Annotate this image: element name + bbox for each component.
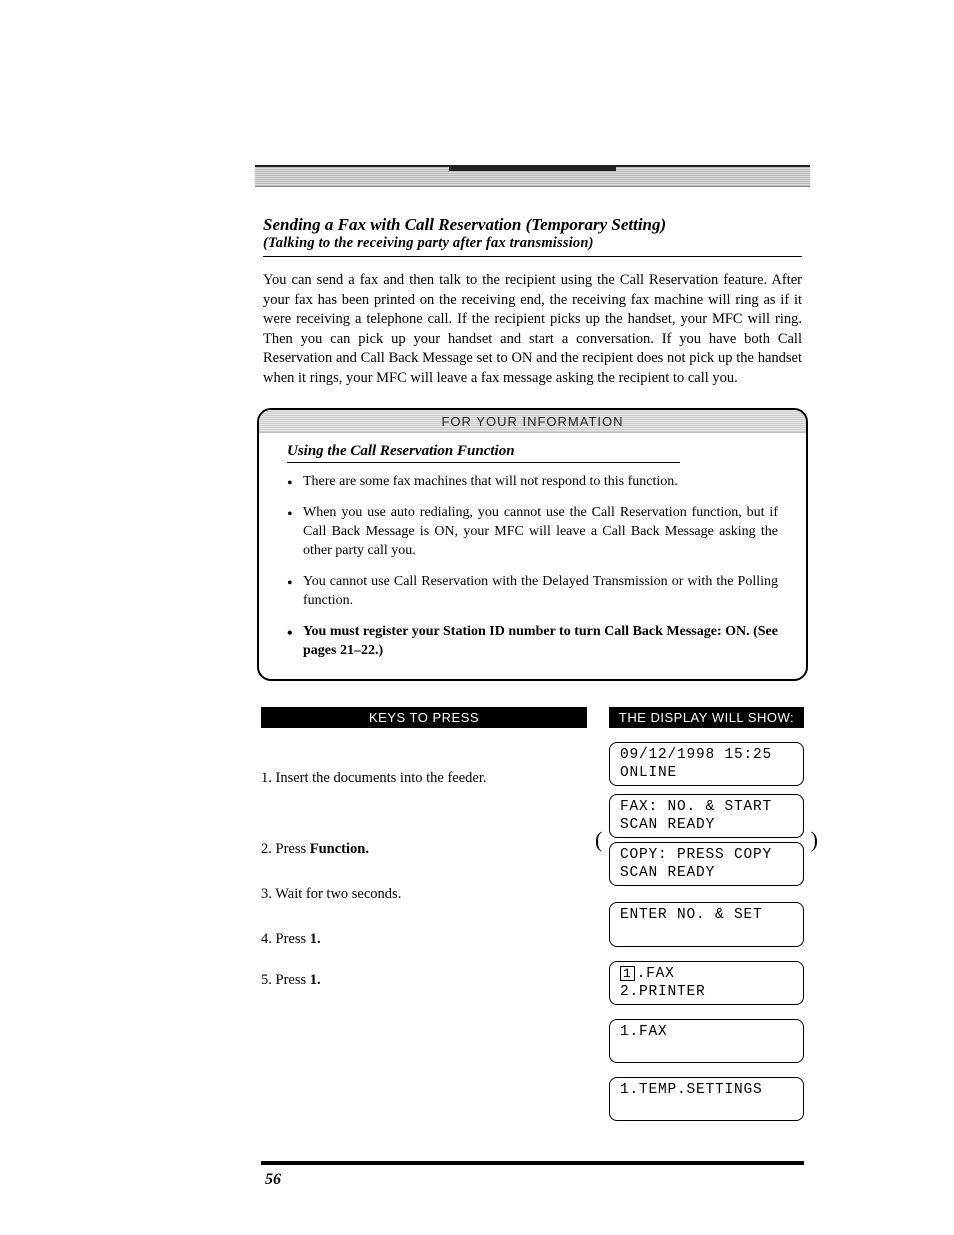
section-title: Sending a Fax with Call Reservation (Tem… [263, 215, 802, 252]
lcd-selection-box: 1 [620, 966, 635, 981]
keys-column: KEYS TO PRESS 1. Insert the documents in… [261, 707, 587, 1130]
footer-rule [261, 1161, 804, 1165]
step-text: 5. Press [261, 972, 310, 988]
title-rule [263, 256, 802, 257]
lcd-copy-ready: COPY: PRESS COPY SCAN READY [609, 842, 804, 886]
step-2: 2. Press Function. [261, 841, 587, 858]
brace-right-icon: ) [811, 829, 818, 851]
two-column-layout: KEYS TO PRESS 1. Insert the documents in… [261, 707, 804, 1130]
step-text: 4. Press [261, 931, 310, 947]
step-bold: 1. [310, 972, 321, 988]
info-box-subtitle: Using the Call Reservation Function [287, 443, 778, 460]
step-4: 4. Press 1. [261, 931, 587, 948]
lcd-menu: 1.FAX 2.PRINTER [609, 961, 804, 1005]
step-text: 2. Press [261, 841, 310, 857]
title-sub: (Talking to the receiving party after fa… [263, 235, 802, 252]
title-main: Sending a Fax with Call Reservation (Tem… [263, 215, 802, 235]
info-box-rule [287, 462, 680, 463]
display-header: THE DISPLAY WILL SHOW: [609, 707, 804, 728]
info-box: FOR YOUR INFORMATION Using the Call Rese… [257, 408, 808, 680]
step-3: 3. Wait for two seconds. [261, 886, 587, 903]
lcd-fax: 1.FAX [609, 1019, 804, 1063]
brace-left-icon: ( [595, 829, 602, 851]
info-bullet: You cannot use Call Reservation with the… [287, 573, 778, 611]
keys-header: KEYS TO PRESS [261, 707, 587, 728]
info-bullet: There are some fax machines that will no… [287, 473, 778, 492]
display-column: THE DISPLAY WILL SHOW: 09/12/1998 15:25 … [609, 707, 804, 1130]
lcd-temp-settings: 1.TEMP.SETTINGS [609, 1077, 804, 1121]
page-number: 56 [265, 1171, 810, 1189]
step-text: 1. Insert the documents into the feeder. [261, 770, 487, 786]
intro-paragraph: You can send a fax and then talk to the … [263, 271, 802, 388]
info-list: There are some fax machines that will no… [287, 473, 778, 660]
lcd-fax-ready: FAX: NO. & START SCAN READY [609, 794, 804, 838]
scan-artifact-bar [255, 165, 810, 187]
lcd-enter-no: ENTER NO. & SET [609, 902, 804, 946]
step-bold: 1. [310, 931, 321, 947]
info-bullet: You must register your Station ID number… [287, 623, 778, 661]
info-box-header: FOR YOUR INFORMATION [259, 410, 806, 433]
step-1: 1. Insert the documents into the feeder. [261, 770, 587, 787]
lcd-idle: 09/12/1998 15:25 ONLINE [609, 742, 804, 786]
step-5: 5. Press 1. [261, 972, 587, 989]
lcd-group-step1: ( FAX: NO. & START SCAN READY COPY: PRES… [609, 794, 804, 887]
info-bullet: When you use auto redialing, you cannot … [287, 504, 778, 561]
step-bold: Function. [310, 841, 369, 857]
